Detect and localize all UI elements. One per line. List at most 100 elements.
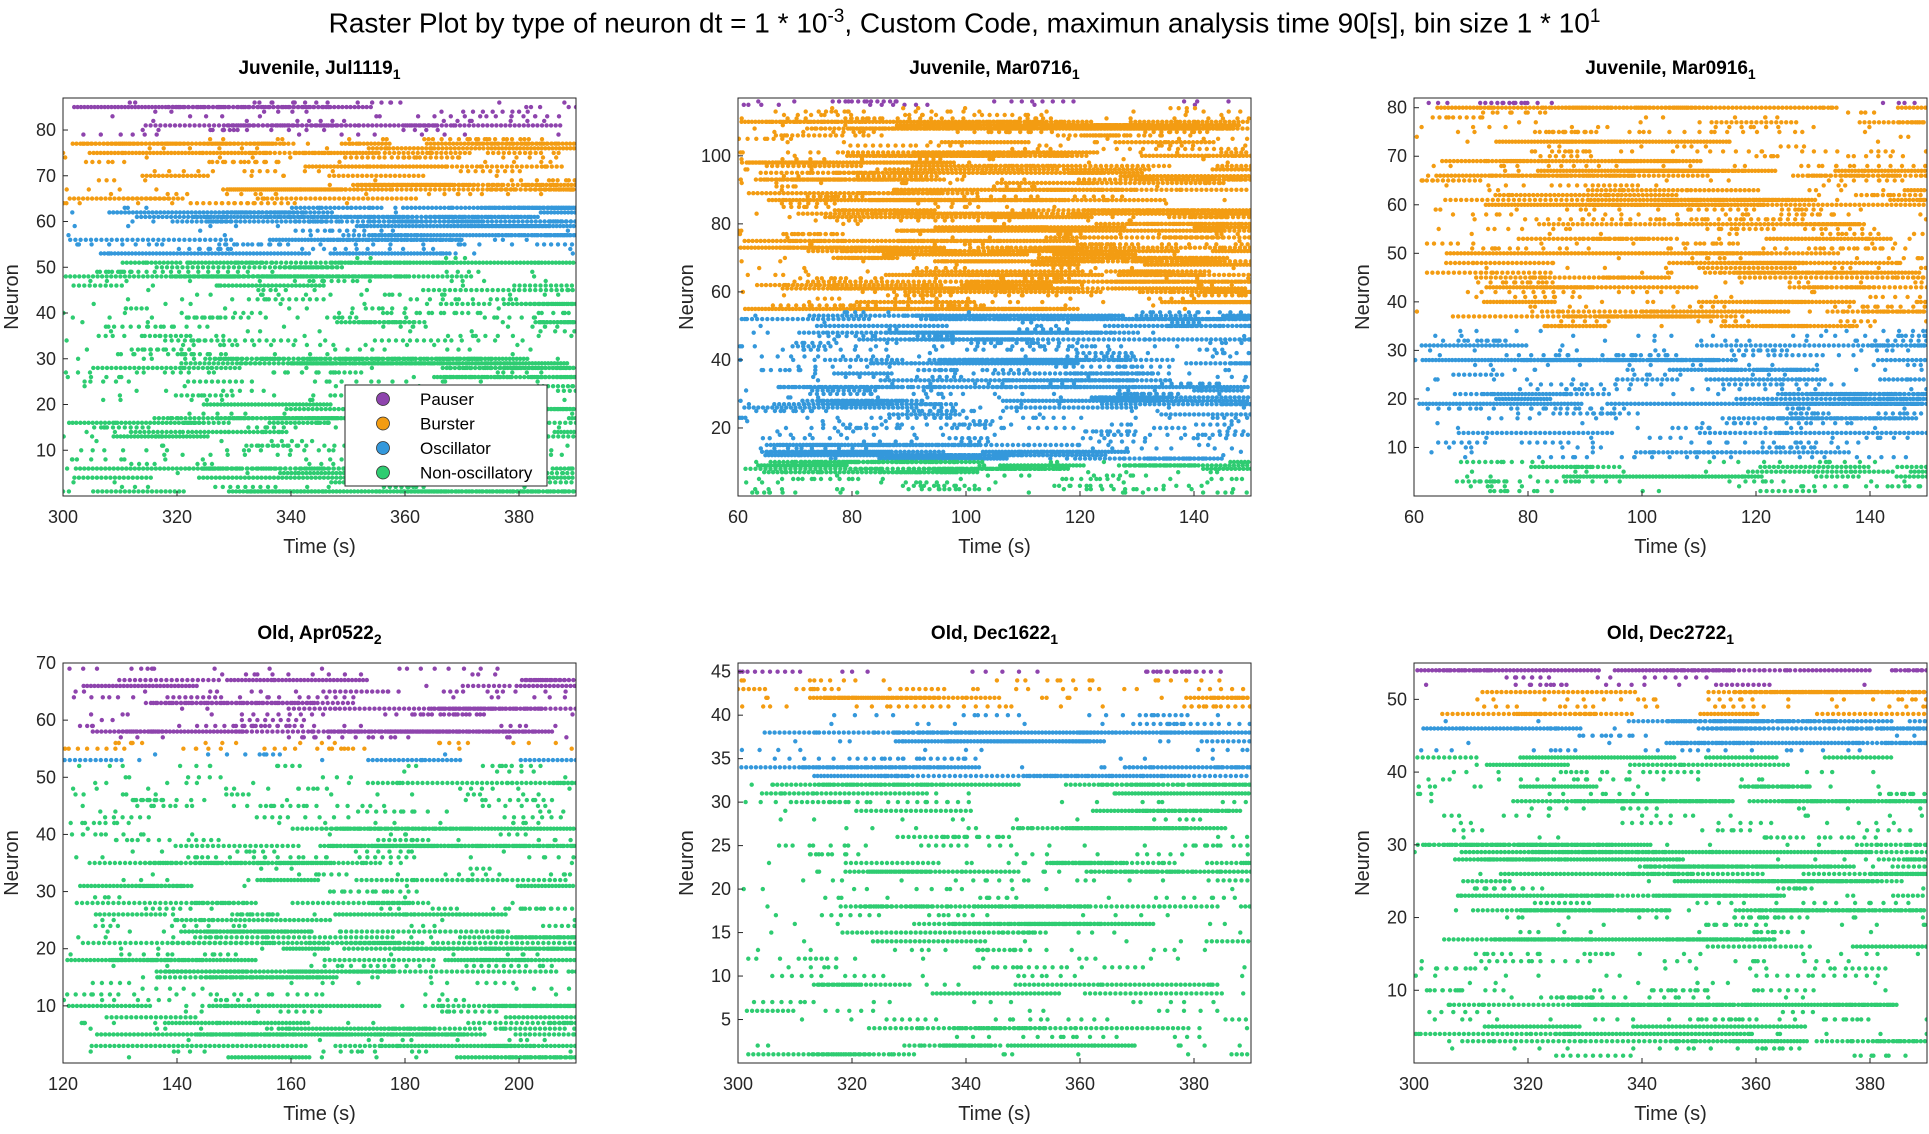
spikes-burster <box>63 740 574 751</box>
neuron-row <box>1482 1024 1808 1029</box>
y-tick-label: 100 <box>701 146 731 166</box>
neuron-row <box>776 384 1250 390</box>
neuron-row <box>1482 704 1927 709</box>
neuron-row <box>98 251 575 256</box>
y-tick-label: 60 <box>1387 195 1407 215</box>
neuron-row <box>1491 367 1924 372</box>
x-tick-label: 360 <box>390 507 420 527</box>
neuron-row <box>766 860 1251 866</box>
neuron-row <box>1424 270 1922 275</box>
neuron-row <box>1637 864 1927 869</box>
neuron-row <box>830 105 1198 111</box>
y-tick-label: 25 <box>711 836 731 856</box>
x-axis-label: Time (s) <box>1634 536 1707 558</box>
neuron-row <box>821 422 1234 427</box>
neuron-row <box>1493 192 1923 198</box>
spikes-pauser <box>1415 668 1927 687</box>
neuron-row <box>76 935 576 940</box>
neuron-row <box>954 1034 1202 1040</box>
y-axis-label: Neuron <box>676 264 698 330</box>
neuron-row <box>759 449 1244 454</box>
y-tick-label: 40 <box>1387 292 1407 312</box>
neuron-row <box>1426 100 1917 106</box>
neuron-row <box>1469 231 1925 237</box>
neuron-row <box>96 333 574 339</box>
neuron-row <box>743 466 1251 472</box>
x-tick-label: 360 <box>1741 1074 1771 1094</box>
neuron-row <box>1532 900 1911 906</box>
neuron-row <box>1429 798 1927 804</box>
neuron-row <box>881 252 1177 257</box>
spike-dots <box>1414 668 1927 1058</box>
neuron-row <box>1469 469 1927 474</box>
neuron-row <box>762 730 1251 735</box>
y-tick-label: 60 <box>36 710 56 730</box>
legend-marker <box>376 465 390 480</box>
neuron-row <box>186 1037 547 1043</box>
y-tick-label: 70 <box>36 166 56 186</box>
neuron-row <box>63 757 576 763</box>
neuron-row <box>1616 256 1924 261</box>
neuron-row <box>63 997 467 1003</box>
neuron-row <box>1435 105 1927 110</box>
neuron-row <box>807 299 1251 305</box>
neuron-row <box>832 208 1251 213</box>
panel-title-main: Juvenile, Mar0916 <box>1585 58 1748 79</box>
spikes-non-oscillatory <box>63 763 576 1060</box>
neuron-row <box>1509 995 1806 1000</box>
x-tick-label: 300 <box>48 507 78 527</box>
neuron-row <box>1419 748 1862 753</box>
neuron-row <box>754 459 1251 465</box>
y-tick-label: 15 <box>711 923 731 943</box>
neuron-row <box>120 260 576 265</box>
y-tick-label: 60 <box>711 282 731 302</box>
neuron-row <box>93 912 508 917</box>
neuron-row <box>1437 353 1856 358</box>
neuron-row <box>1528 382 1846 387</box>
neuron-row <box>90 729 555 734</box>
neuron-row <box>758 446 1235 451</box>
neuron-row <box>77 763 543 769</box>
neuron-row <box>1431 163 1927 169</box>
x-tick-label: 140 <box>1855 507 1885 527</box>
neuron-row <box>801 939 1251 944</box>
neuron-row <box>94 438 529 444</box>
neuron-row <box>74 900 515 906</box>
neuron-row <box>764 442 1211 448</box>
neuron-row <box>765 904 1251 909</box>
spikes-pauser <box>72 100 576 137</box>
panel-title: Juvenile, Mar07161 <box>909 58 1079 82</box>
raster-panel-2: 60 80 100 120 140 20 40 60 80 100 Time (s) Neuron <box>676 97 1252 558</box>
neuron-row <box>868 361 1251 366</box>
neuron-row <box>1529 149 1927 154</box>
neuron-row <box>63 150 561 156</box>
raster-panel-5: 300 320 340 360 380 5 10 15 20 25 30 35 40 45 Time (s)… <box>676 662 1252 1125</box>
spikes-burster <box>1414 105 1927 329</box>
neuron-row <box>143 700 356 706</box>
neuron-row <box>1554 1053 1908 1058</box>
y-axis-label: Neuron <box>1352 264 1374 330</box>
x-tick-label: 300 <box>1399 1074 1429 1094</box>
spikes-oscillator <box>66 205 576 256</box>
spikes-pauser <box>67 666 576 740</box>
neuron-row <box>88 712 575 717</box>
neuron-row <box>71 283 575 288</box>
neuron-row <box>1433 377 1926 382</box>
neuron-row <box>749 782 1251 787</box>
neuron-row <box>755 1043 1242 1048</box>
neuron-row <box>756 463 1250 468</box>
neuron-row <box>146 287 575 293</box>
neuron-row <box>954 262 1251 267</box>
neuron-row <box>738 344 1180 349</box>
neuron-row <box>66 232 576 238</box>
neuron-row <box>927 350 1251 356</box>
x-tick-label: 120 <box>48 1074 78 1094</box>
neuron-row <box>752 126 1250 131</box>
x-tick-label: 380 <box>1855 1074 1885 1094</box>
neuron-row <box>1416 784 1881 789</box>
axes-box <box>62 97 577 497</box>
neuron-row <box>63 310 571 316</box>
neuron-row <box>65 957 576 963</box>
neuron-row <box>1456 430 1927 436</box>
neuron-row <box>153 109 530 114</box>
